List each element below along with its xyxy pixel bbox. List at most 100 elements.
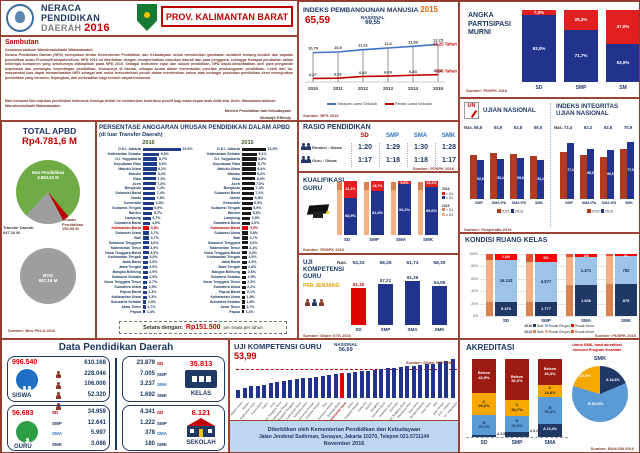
ukg-prov-source: Sumber: Ditjen GTK 2016 (405, 360, 454, 365)
ruang-baik-label: 5.470 (500, 306, 511, 312)
sekolah-level-label: SD (157, 410, 164, 415)
province-value: 1,8% (246, 299, 255, 304)
province-value: 7,8% (157, 181, 166, 186)
bar-2015 (620, 149, 627, 199)
ukgp-bar (418, 364, 423, 398)
province-bar (242, 290, 246, 294)
kual-ge-label: 89,6% (426, 208, 437, 213)
apbd-slice-label-nonpend: Non Pendidikan 3.683,50 M (31, 170, 65, 180)
ukgp-bar (236, 389, 241, 398)
province-bar (242, 256, 247, 260)
guru-level-value: 12.641 (87, 419, 106, 426)
province-bar (242, 231, 249, 235)
siswa-level-value: 228.046 (84, 370, 106, 377)
province-label: Lampung (223, 216, 240, 221)
apbd-panel: TOTAL APBD Rp4.781,6 M Non Pendidikan 3.6… (1, 121, 96, 339)
svg-text:11,6: 11,6 (384, 41, 392, 46)
smk-c-label: C 20,5% (576, 374, 591, 378)
bar-2016-label: 55,4 (497, 176, 504, 181)
province-bar (242, 260, 247, 265)
ukgp-bar (398, 367, 403, 398)
ukgj-value: 57,21 (379, 278, 392, 284)
brand-year: 2016 (84, 22, 110, 34)
province-value: 2,1% (246, 289, 256, 294)
ukg-jenjang-title: UJI KOMPETENSI GURU (303, 259, 344, 280)
province-label: Kalimantan Tengah (207, 255, 240, 260)
province-bar (242, 182, 255, 186)
siswa-level-value: 106.006 (84, 381, 106, 387)
province-bar (143, 300, 147, 304)
province-value: 3,2% (248, 250, 257, 255)
gridline (480, 254, 634, 255)
ukgp-bar (275, 382, 280, 398)
kualifikasi-chart: 31,1% 68,9% SD 18,7% 81,3% SMP 5,8% 94,2% SMA 10,… (299, 173, 460, 255)
ruang-baik-label: 879 (622, 297, 630, 303)
apm-bar-in (564, 30, 598, 82)
province-bar (143, 231, 150, 235)
province-bar (143, 270, 148, 275)
province-bar (242, 221, 250, 225)
province-label: Kalimantan Selatan (206, 151, 240, 156)
guru-level-value: 34.959 (87, 409, 106, 415)
kelas-level-value: 3.237 (139, 381, 155, 387)
rasio-value: 1:30 (407, 143, 434, 154)
school-icon (187, 418, 215, 438)
province-label: Jambi (130, 196, 141, 201)
province-label: Papua Barat (219, 289, 240, 294)
ruang-berat-bar (535, 254, 557, 262)
province-value: 4,9% (251, 216, 260, 221)
kual-lt-label: 18,7% (372, 183, 383, 188)
province-label: Riau (133, 176, 141, 181)
sekolah-level-value: 4.341 (139, 409, 155, 415)
ukgp-bar (444, 361, 449, 398)
ruang-ringan-bar (575, 256, 597, 285)
rasio-col-header: SMK (441, 133, 456, 139)
kual-category-label: SMA (396, 237, 406, 242)
teacher-icon (301, 156, 311, 163)
province-bar (242, 196, 254, 201)
category-label: SMA IPS (511, 201, 527, 205)
rasio-col-header: SMP (385, 133, 399, 139)
apm-bar-in-label: 53,0% (616, 59, 630, 65)
ukgp-bar (366, 370, 371, 398)
nas-value: 52,8 (513, 125, 523, 130)
svg-text:6,27: 6,27 (309, 72, 318, 77)
guru-total: 56.683 (12, 410, 34, 417)
svg-text:2013: 2013 (383, 86, 394, 91)
y-axis-tick: 60% (471, 276, 478, 281)
svg-text:2011: 2011 (333, 86, 343, 91)
province-value: 5,9% (253, 206, 262, 211)
nas-label: Nas. (464, 125, 473, 130)
ukgp-bar (346, 372, 351, 398)
svg-text:10,9: 10,9 (334, 45, 343, 50)
ukg-prov-panel: UJI KOMPETENSI GURU 53,99 NASIONAL 56,69 … (229, 339, 459, 423)
ukgp-bar (333, 374, 338, 398)
province-label: Kepulauan Riau (212, 161, 240, 166)
province-label: Nusa Tenggara Timur (104, 280, 141, 285)
equiv-suffix: per siswa per tahun (223, 325, 263, 330)
svg-text:6,69: 6,69 (384, 70, 393, 75)
province-bar (143, 226, 150, 230)
akred-a-bar (505, 432, 529, 437)
brand: NERACA PENDIDIKAN DAERAH 2016 (41, 3, 110, 34)
gridline (480, 266, 634, 268)
ruang-source: Sumber: PDSPK 2016 (594, 333, 636, 338)
svg-text:2010: 2010 (308, 86, 319, 91)
ruang-2015-baik (486, 301, 493, 316)
apbd-title: TOTAL APBD (22, 126, 77, 136)
ipm-line-chart: 10,79 10,9 11,31 11,6 11,89 12,25 6,27 6,32 6,62… (301, 30, 458, 96)
akred-c-label: C 20,7% (511, 402, 523, 412)
province-bar (143, 265, 148, 270)
ukgp-bar (359, 371, 364, 398)
province-value: 8,7% (158, 156, 168, 161)
akred-category-label: SMA (544, 440, 556, 446)
province-bar (143, 280, 148, 284)
province-label: D.I. Yogyakarta (115, 156, 141, 161)
apbd-slice-label-urusan: Urusan Pendidikan 150,95 M (62, 217, 84, 232)
kual-lt-bar (371, 181, 384, 192)
ruang-ringan-label: 4.877 (540, 279, 552, 285)
province-label: Nusa Tenggara Timur (203, 280, 240, 285)
smk-b-label: B 60,9% (588, 401, 604, 406)
footer-line1: Diterbitkan oleh Kementerian Pendidikan … (267, 427, 421, 433)
rasio-value: 1:18 (379, 156, 406, 167)
